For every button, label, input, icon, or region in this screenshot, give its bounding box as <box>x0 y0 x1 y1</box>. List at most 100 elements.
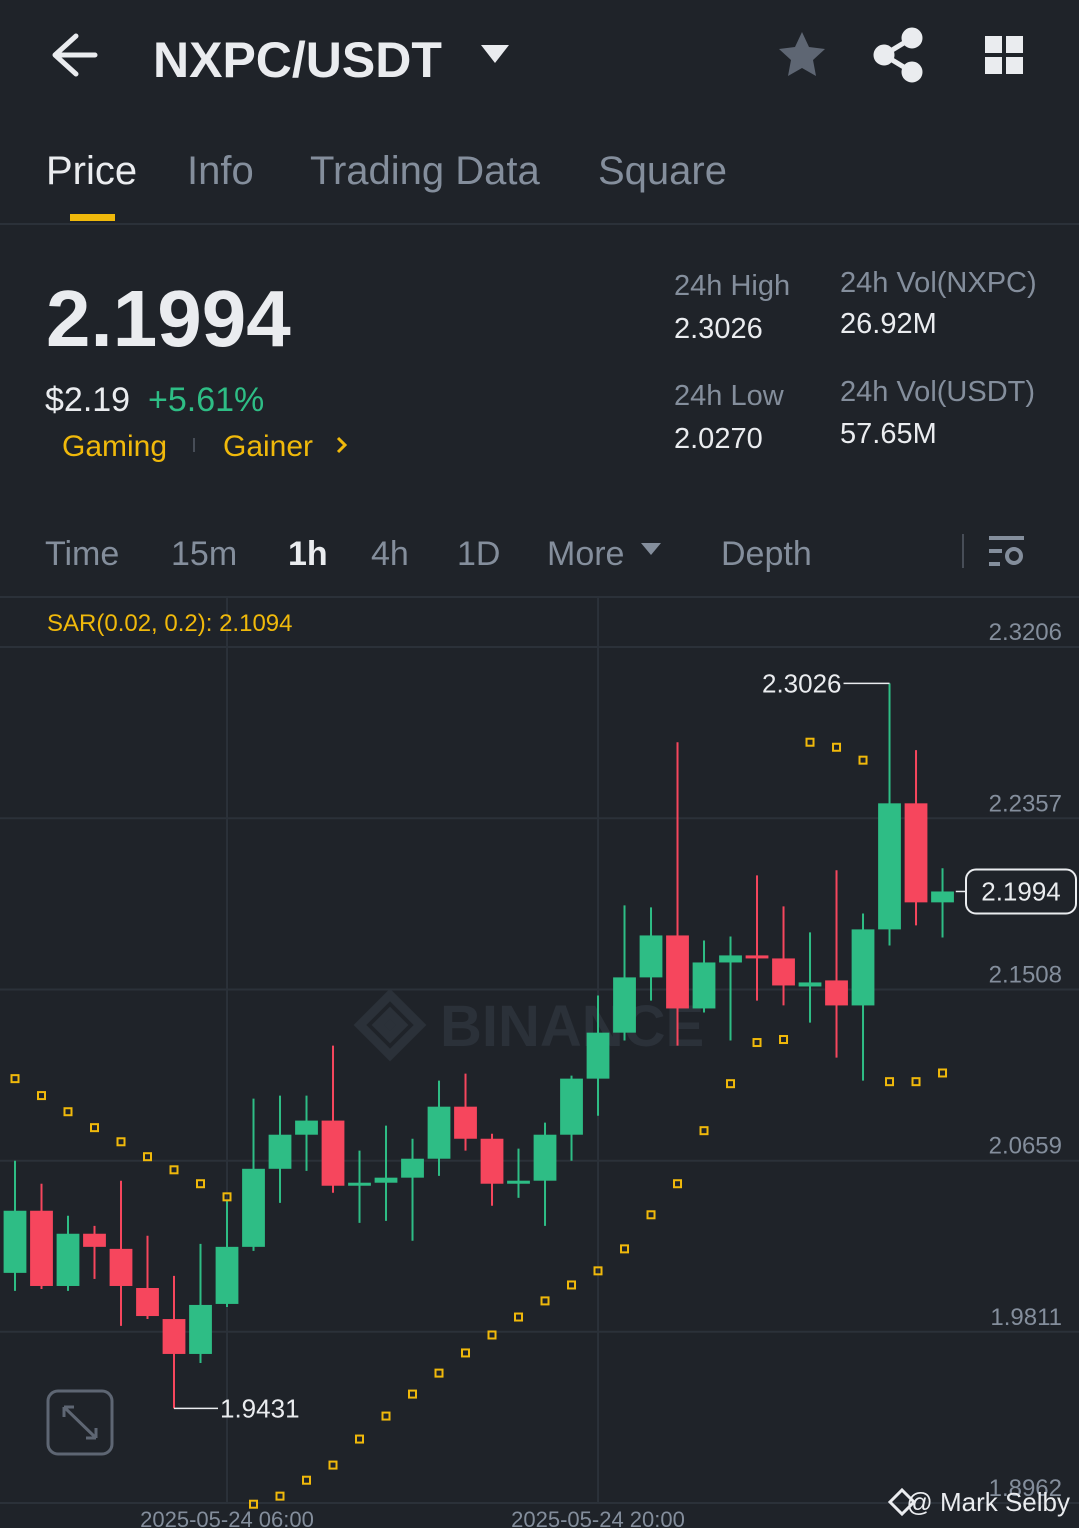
sar-dot <box>275 1491 285 1501</box>
candle-body <box>692 962 716 1009</box>
stat-label: 24h Low <box>674 380 785 412</box>
candle-body <box>480 1138 504 1184</box>
interval[interactable]: Time <box>45 535 119 573</box>
sar-dot <box>116 1137 126 1147</box>
sar-dot <box>222 1192 232 1202</box>
chevron[interactable] <box>336 436 348 454</box>
share-button[interactable] <box>873 27 923 83</box>
sar-dot <box>355 1434 365 1444</box>
candle-body <box>30 1210 53 1286</box>
tab[interactable]: Trading Data <box>310 149 541 193</box>
pair-dropdown[interactable] <box>481 45 509 63</box>
sar-dot <box>699 1126 709 1136</box>
sar-dot <box>143 1152 153 1162</box>
sar-dot <box>10 1074 20 1084</box>
sar-dot <box>911 1077 921 1087</box>
y-tick-label: 2.0659 <box>989 1133 1062 1160</box>
candle-body <box>878 803 901 930</box>
interval[interactable]: 1D <box>457 535 500 573</box>
candle-body <box>560 1078 583 1135</box>
tab-indicator <box>70 214 115 221</box>
candle-body <box>162 1319 186 1354</box>
y-tick-label: 1.8962 <box>989 1475 1062 1502</box>
chart-settings[interactable] <box>989 536 1024 566</box>
tab[interactable]: Price <box>46 149 137 193</box>
interval[interactable]: More <box>547 535 624 573</box>
sar-dot <box>249 1499 259 1509</box>
high-label: 2.3026 <box>762 668 842 698</box>
candle-body <box>533 1134 557 1181</box>
y-tick-label: 2.1508 <box>989 961 1062 988</box>
candle-body <box>401 1158 424 1178</box>
tag[interactable]: Gaming <box>62 430 167 463</box>
sar-dot <box>593 1266 603 1276</box>
candle-body <box>215 1246 239 1304</box>
candle-body <box>83 1233 106 1247</box>
grid-menu[interactable] <box>985 36 1023 74</box>
candle-body <box>507 1180 530 1184</box>
candle-body <box>639 935 663 978</box>
interval[interactable]: 4h <box>371 535 409 573</box>
sar-dot <box>37 1091 46 1101</box>
candle-body <box>613 977 636 1033</box>
sar-dot <box>434 1368 444 1378</box>
candle-body <box>268 1134 292 1169</box>
low-label: 1.9431 <box>220 1393 300 1423</box>
candle-body <box>242 1168 265 1247</box>
last-price: 2.1994 <box>46 274 291 363</box>
sar-dot <box>169 1165 179 1175</box>
candle-body <box>825 980 848 1006</box>
tab[interactable]: Info <box>187 149 254 193</box>
candle-body <box>109 1248 133 1286</box>
sar-dot <box>408 1389 418 1399</box>
sar-dot <box>461 1348 471 1358</box>
interval[interactable]: Depth <box>721 535 812 573</box>
usd-price: $2.19 <box>45 381 130 419</box>
stat-label: 24h Vol(USDT) <box>840 376 1035 408</box>
sar-dot <box>646 1210 656 1220</box>
price-change: +5.61% <box>148 381 264 419</box>
candle-body <box>745 955 769 959</box>
sar-dot <box>381 1411 391 1421</box>
more-dropdown[interactable] <box>641 543 661 555</box>
sar-dot <box>779 1035 789 1045</box>
expand-button[interactable] <box>46 1389 114 1456</box>
sar-dot <box>620 1244 630 1254</box>
candle-body <box>851 929 875 1006</box>
sar-dot <box>832 742 842 752</box>
chart: 2.3206 2.2357 2.1508 2.0659 1.9811 1.8962 2025… <box>0 597 1079 1528</box>
candle-body <box>3 1210 27 1273</box>
tab[interactable]: Square <box>598 149 727 193</box>
credit: @ Mark Selby <box>906 1487 1070 1517</box>
watermark-logo <box>353 988 427 1062</box>
candle-body <box>454 1106 477 1139</box>
last-price-box <box>965 868 1077 915</box>
candle-body <box>719 955 742 963</box>
interval[interactable]: 1h <box>288 535 328 573</box>
sar-dot <box>938 1068 948 1078</box>
favorite-star[interactable] <box>779 32 825 76</box>
sar-dot <box>885 1077 895 1087</box>
stat-value: 2.3026 <box>674 313 763 345</box>
x-tick-label: 2025-05-24 20:00 <box>511 1507 685 1528</box>
back-button[interactable] <box>52 33 98 77</box>
sar-dot <box>90 1123 100 1133</box>
tag[interactable]: Gainer <box>223 430 313 463</box>
stat-value: 57.65M <box>840 418 937 450</box>
sar-dot <box>858 755 868 765</box>
candle-body <box>586 1032 610 1079</box>
candle-body <box>904 803 928 903</box>
candle-body <box>348 1182 371 1186</box>
y-tick-label: 2.3206 <box>989 619 1062 646</box>
pair-title[interactable]: NXPC/USDT <box>153 32 442 88</box>
sar-dot <box>567 1280 577 1290</box>
stat-label: 24h High <box>674 270 790 302</box>
sar-dot <box>487 1330 497 1340</box>
candle-body <box>666 935 689 1009</box>
sar-dot <box>540 1296 550 1306</box>
sar-dot <box>63 1107 73 1117</box>
candle-body <box>374 1177 398 1183</box>
sar-dot <box>328 1460 338 1470</box>
interval[interactable]: 15m <box>171 535 237 573</box>
